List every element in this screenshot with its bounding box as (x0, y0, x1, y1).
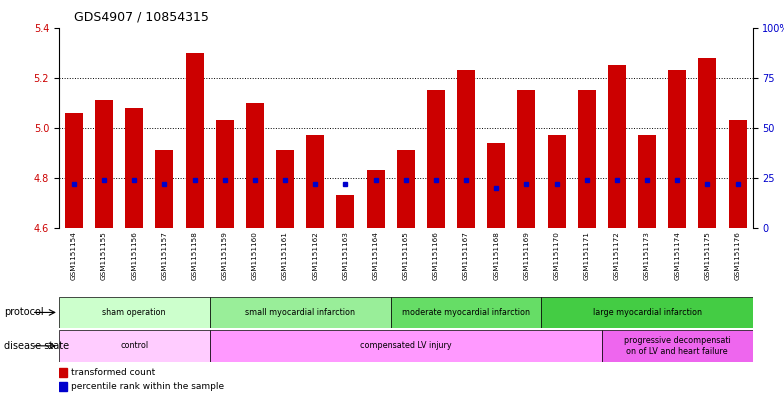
Text: control: control (120, 342, 148, 350)
Bar (209, 297, 390, 328)
Bar (59, 382, 67, 391)
Bar (246, 103, 264, 228)
Bar (578, 90, 596, 228)
Bar (728, 120, 746, 228)
Bar (542, 297, 753, 328)
Text: GSM1151165: GSM1151165 (403, 231, 408, 280)
Text: GSM1151169: GSM1151169 (524, 231, 529, 280)
Text: GSM1151157: GSM1151157 (162, 231, 168, 280)
Bar (276, 150, 294, 228)
Bar (366, 170, 385, 228)
Bar (216, 120, 234, 228)
Bar (457, 70, 475, 228)
Bar (307, 135, 325, 228)
Bar (155, 150, 173, 228)
Text: large myocardial infarction: large myocardial infarction (593, 308, 702, 317)
Bar (65, 113, 83, 228)
Text: GSM1151161: GSM1151161 (282, 231, 288, 280)
Text: GSM1151159: GSM1151159 (222, 231, 227, 280)
Text: GSM1151173: GSM1151173 (644, 231, 650, 280)
Bar (602, 330, 753, 362)
Text: sham operation: sham operation (103, 308, 166, 317)
Text: GSM1151166: GSM1151166 (433, 231, 439, 280)
Bar (487, 143, 505, 228)
Text: GDS4907 / 10854315: GDS4907 / 10854315 (74, 11, 209, 24)
Text: protocol: protocol (4, 307, 44, 318)
Text: GSM1151176: GSM1151176 (735, 231, 741, 280)
Bar (95, 100, 113, 228)
Bar (209, 330, 602, 362)
Text: compensated LV injury: compensated LV injury (360, 342, 452, 350)
Bar (547, 135, 565, 228)
Text: moderate myocardial infarction: moderate myocardial infarction (402, 308, 530, 317)
Text: transformed count: transformed count (71, 368, 155, 377)
Text: disease state: disease state (4, 341, 69, 351)
Bar (426, 90, 445, 228)
Text: GSM1151163: GSM1151163 (343, 231, 348, 280)
Text: GSM1151158: GSM1151158 (191, 231, 198, 280)
Bar (397, 150, 415, 228)
Text: GSM1151162: GSM1151162 (312, 231, 318, 280)
Bar (125, 108, 143, 228)
Bar (186, 53, 204, 228)
Bar (517, 90, 535, 228)
Bar (390, 297, 542, 328)
Bar (59, 297, 209, 328)
Text: GSM1151175: GSM1151175 (704, 231, 710, 280)
Bar (608, 65, 626, 228)
Bar (638, 135, 656, 228)
Text: GSM1151160: GSM1151160 (252, 231, 258, 280)
Text: GSM1151174: GSM1151174 (674, 231, 681, 280)
Bar (59, 368, 67, 377)
Text: GSM1151171: GSM1151171 (584, 231, 590, 280)
Text: GSM1151170: GSM1151170 (554, 231, 560, 280)
Bar (336, 195, 354, 228)
Text: progressive decompensati
on of LV and heart failure: progressive decompensati on of LV and he… (624, 336, 731, 356)
Text: GSM1151156: GSM1151156 (131, 231, 137, 280)
Text: GSM1151155: GSM1151155 (101, 231, 107, 280)
Text: percentile rank within the sample: percentile rank within the sample (71, 382, 224, 391)
Bar (699, 58, 717, 228)
Text: GSM1151167: GSM1151167 (463, 231, 469, 280)
Text: small myocardial infarction: small myocardial infarction (245, 308, 355, 317)
Text: GSM1151154: GSM1151154 (71, 231, 77, 280)
Text: GSM1151172: GSM1151172 (614, 231, 620, 280)
Bar (59, 330, 209, 362)
Text: GSM1151168: GSM1151168 (493, 231, 499, 280)
Text: GSM1151164: GSM1151164 (372, 231, 379, 280)
Bar (668, 70, 686, 228)
